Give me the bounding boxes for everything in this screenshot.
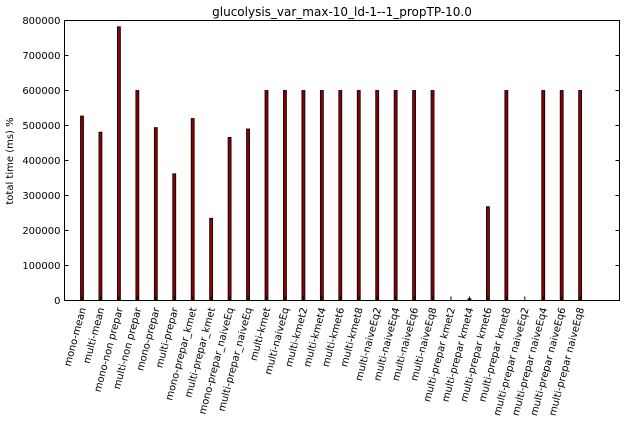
y-tick-label-4: 400000 (22, 156, 60, 167)
y-tick-label-1: 100000 (22, 261, 60, 272)
bar-10 (264, 90, 269, 301)
bar-11 (283, 90, 287, 301)
bar-9 (246, 128, 250, 301)
y-tick-label-0: 0 (54, 296, 60, 307)
bar-19 (430, 90, 435, 301)
bars-group (80, 26, 583, 301)
bar-23 (504, 90, 509, 301)
bar-18 (412, 90, 417, 301)
y-tick-label-8: 800000 (22, 16, 60, 27)
bar-25 (541, 90, 546, 301)
bar-13 (319, 90, 324, 301)
bar-17 (393, 90, 398, 301)
y-tick-label-5: 500000 (22, 121, 60, 132)
bar-2 (117, 26, 121, 301)
y-tick-label-7: 700000 (22, 51, 60, 62)
bar-12 (301, 90, 306, 301)
plot-frame (64, 20, 620, 301)
y-ticks-group: 0 100000 200000 300000 400000 500000 600000 700… (22, 16, 620, 307)
bar-6 (190, 118, 195, 301)
y-tick-label-2: 200000 (22, 226, 60, 237)
bar-16 (375, 90, 380, 301)
bar-4 (153, 127, 158, 301)
bar-3 (135, 90, 140, 301)
bar-5 (172, 173, 177, 301)
bar-22 (485, 206, 490, 301)
y-tick-label-6: 600000 (22, 86, 60, 97)
bar-14 (338, 90, 343, 301)
bar-1 (98, 131, 103, 301)
bar-8 (227, 136, 232, 301)
bar-15 (356, 90, 361, 301)
bar-26 (559, 90, 564, 301)
bar-27 (578, 90, 583, 301)
chart-title: glucolysis_var_max-10_ld-1--1_propTP-10.… (212, 5, 472, 19)
y-tick-label-3: 300000 (22, 191, 60, 202)
y-axis-label: total time (ms) % (5, 117, 16, 204)
bar-7 (209, 217, 214, 301)
bar-0 (80, 115, 84, 301)
